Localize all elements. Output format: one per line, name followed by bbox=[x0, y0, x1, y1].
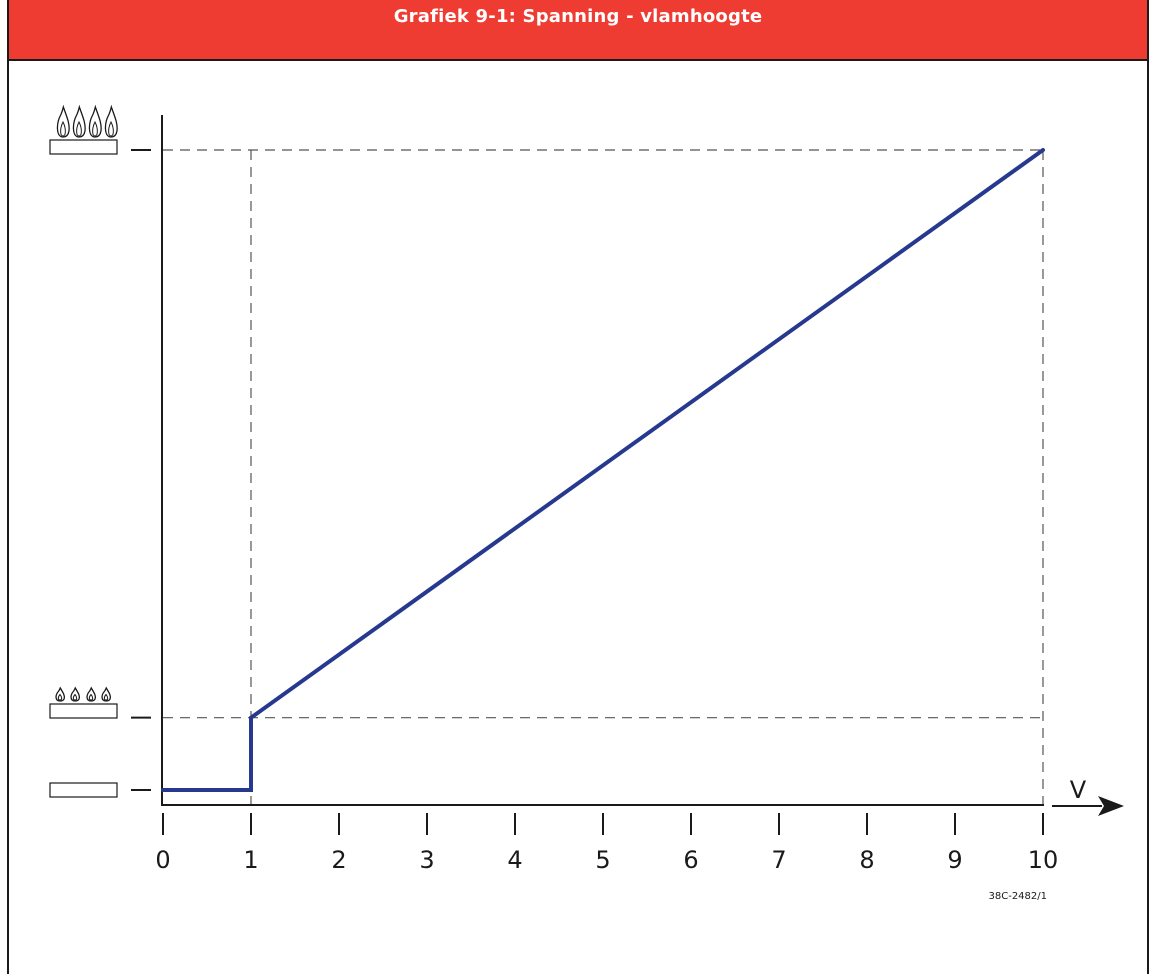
small-flame-2 bbox=[86, 686, 97, 702]
series-line-0 bbox=[161, 148, 1045, 792]
large-flame-2 bbox=[88, 104, 102, 138]
x-tick-label-2: 2 bbox=[331, 846, 346, 874]
x-tick-label-3: 3 bbox=[419, 846, 434, 874]
reference-code: 38C-2482/1 bbox=[989, 891, 1048, 902]
burner-small-flame-icon bbox=[49, 686, 118, 719]
large-inner-flame-3 bbox=[108, 120, 114, 137]
level-icons bbox=[49, 104, 118, 798]
x-tick-label-8: 8 bbox=[859, 846, 874, 874]
small-inner-flame-2 bbox=[88, 693, 94, 701]
x-tick-label-7: 7 bbox=[771, 846, 786, 874]
y-ticks bbox=[131, 149, 151, 791]
burner-large-flame-icon bbox=[49, 104, 118, 155]
small-inner-flame-3 bbox=[103, 693, 109, 701]
small-inner-flame-1 bbox=[72, 693, 78, 701]
reference-lines bbox=[163, 149, 1044, 805]
x-ticks: 0 1 2 3 4 5 6 7 8 9 10 bbox=[155, 813, 1058, 874]
large-inner-flame-0 bbox=[60, 120, 66, 137]
small-flame-1 bbox=[70, 686, 81, 702]
x-tick-label-9: 9 bbox=[947, 846, 962, 874]
large-flame-0 bbox=[56, 104, 70, 138]
axes: V bbox=[161, 115, 1124, 816]
large-inner-flame-1 bbox=[76, 120, 82, 137]
x-tick-label-6: 6 bbox=[683, 846, 698, 874]
x-tick-label-4: 4 bbox=[507, 846, 522, 874]
large-flame-1 bbox=[72, 104, 86, 138]
series-group bbox=[161, 148, 1045, 792]
large-flame-3 bbox=[104, 104, 118, 138]
burner-off-icon bbox=[49, 782, 118, 798]
x-tick-label-0: 0 bbox=[155, 846, 170, 874]
x-axis-label: V bbox=[1070, 776, 1087, 804]
large-inner-flame-2 bbox=[92, 120, 98, 137]
x-axis-arrowhead-icon bbox=[1098, 796, 1124, 816]
figure-frame: Grafiek 9-1: Spanning - vlamhoogte bbox=[7, 0, 1149, 974]
small-flame-0 bbox=[55, 686, 66, 702]
x-tick-label-1: 1 bbox=[243, 846, 258, 874]
small-flame-3 bbox=[101, 686, 112, 702]
chart-title: Grafiek 9-1: Spanning - vlamhoogte bbox=[393, 6, 763, 27]
title-bar: Grafiek 9-1: Spanning - vlamhoogte bbox=[9, 0, 1147, 61]
x-tick-label-10: 10 bbox=[1028, 846, 1059, 874]
x-tick-label-5: 5 bbox=[595, 846, 610, 874]
small-inner-flame-0 bbox=[57, 693, 63, 701]
